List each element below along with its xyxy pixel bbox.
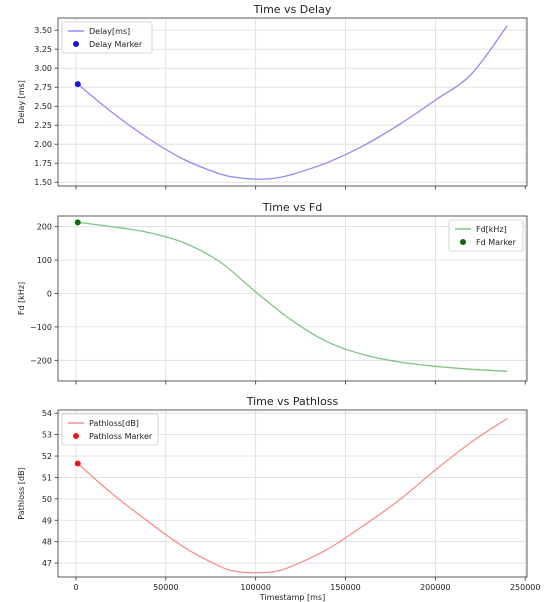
marker-point — [74, 460, 81, 467]
y-tick-label: 3.25 — [34, 45, 52, 54]
y-tick-label: 52 — [42, 452, 52, 461]
y-tick-label: 51 — [42, 473, 52, 482]
y-tick-label: 48 — [42, 538, 52, 547]
legend-marker-swatch — [460, 239, 466, 245]
x-tick-label: 200000 — [420, 583, 451, 592]
legend-label: Fd Marker — [476, 238, 517, 247]
legend-label: Pathloss Marker — [89, 432, 153, 441]
y-tick-label: 50 — [42, 495, 52, 504]
marker-point — [74, 81, 81, 88]
y-tick-label: 3.00 — [34, 64, 52, 73]
series-line — [77, 418, 508, 574]
chart-title: Time vs Pathloss — [246, 395, 339, 408]
y-tick-label: 2.75 — [34, 83, 52, 92]
x-tick-label: 0 — [73, 583, 78, 592]
y-tick-label: −200 — [30, 356, 52, 365]
y-tick-label: −100 — [30, 323, 52, 332]
y-tick-label: 0 — [47, 289, 52, 298]
legend-label: Delay Marker — [89, 40, 143, 49]
chart-title: Time vs Fd — [262, 201, 322, 214]
chart-panel-2: Time vs Fd −200 −100 0 100 200 Fd [kHz] Fd[kHz]… — [17, 201, 528, 385]
y-tick-label: 3.50 — [34, 26, 52, 35]
y-tick-label: 200 — [37, 223, 52, 232]
legend-box — [61, 21, 153, 54]
x-tick-label: 250000 — [510, 583, 541, 592]
y-tick-label: 53 — [42, 431, 52, 440]
y-tick-label: 49 — [42, 516, 52, 525]
y-tick-label: 1.75 — [34, 159, 52, 168]
x-tick-label: 100000 — [240, 583, 271, 592]
legend-marker-swatch — [73, 433, 79, 439]
legend-box — [448, 219, 524, 252]
axes-frame — [57, 17, 528, 187]
legend: Pathloss[dB] Pathloss Marker — [61, 413, 159, 446]
marker-point — [74, 219, 81, 226]
series-line — [77, 25, 508, 180]
x-tick-label: 150000 — [330, 583, 361, 592]
x-axis-label: Timestamp [ms] — [259, 593, 325, 602]
legend-marker-swatch — [73, 41, 79, 47]
y-tick-label: 1.50 — [34, 178, 52, 187]
y-tick-label: 47 — [42, 559, 52, 568]
legend-label: Delay[ms] — [89, 27, 130, 36]
legend: Delay[ms] Delay Marker — [61, 21, 153, 54]
legend-label: Fd[kHz] — [476, 225, 507, 234]
y-tick-label: 2.25 — [34, 121, 52, 130]
legend: Fd[kHz] Fd Marker — [448, 219, 524, 252]
axes-frame — [57, 409, 528, 578]
chart-title: Time vs Delay — [253, 3, 332, 16]
y-tick-label: 54 — [42, 409, 52, 418]
legend-label: Pathloss[dB] — [89, 419, 139, 428]
y-axis-label: Fd [kHz] — [17, 282, 26, 315]
y-axis-label: Pathloss [dB] — [17, 467, 26, 519]
y-tick-label: 2.50 — [34, 102, 52, 111]
legend-box — [61, 413, 159, 446]
chart-panel-1: Time vs Delay 1.50 1.75 2.00 2.25 2.50 2.75 3.0… — [17, 3, 528, 190]
chart-panel-3: Time vs Pathloss 47 48 49 50 51 52 53 54 0 50000 10… — [17, 395, 540, 602]
axes-frame — [57, 215, 528, 382]
series-line — [77, 221, 508, 372]
y-axis-label: Delay [ms] — [17, 80, 26, 124]
x-tick-label: 50000 — [153, 583, 178, 592]
y-tick-label: 100 — [37, 256, 52, 265]
y-tick-label: 2.00 — [34, 140, 52, 149]
